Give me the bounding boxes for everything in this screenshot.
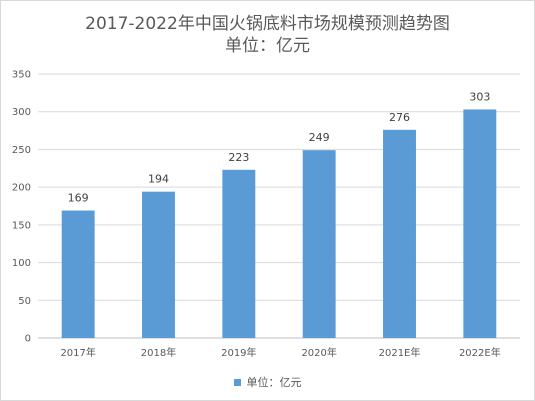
- y-tick-label: 150: [12, 220, 31, 231]
- y-tick-label: 100: [12, 258, 31, 269]
- x-tick-label: 2022E年: [459, 346, 501, 359]
- chart-title: 2017-2022年中国火锅底料市场规模预测趋势图: [85, 14, 450, 34]
- legend-swatch: [233, 378, 241, 386]
- bar: [383, 129, 416, 338]
- bar: [463, 109, 497, 338]
- y-tick-label: 200: [12, 183, 31, 194]
- bar: [142, 191, 175, 338]
- bar-value-label: 276: [389, 111, 410, 124]
- x-tick-label: 2017年: [60, 346, 95, 359]
- y-tick-label: 0: [25, 334, 31, 345]
- bar-value-label: 194: [148, 173, 169, 186]
- x-tick-label: 2020年: [301, 346, 336, 359]
- bar: [302, 150, 336, 338]
- x-tick-label: 2021E年: [379, 346, 421, 359]
- y-tick-label: 250: [12, 145, 31, 156]
- y-tick-label: 50: [18, 296, 31, 307]
- y-tick-label: 300: [12, 107, 31, 118]
- bar-value-label: 249: [309, 131, 330, 144]
- y-tick-label: 350: [12, 70, 31, 81]
- legend-label: 单位：亿元: [246, 376, 302, 389]
- bar-value-label: 223: [228, 151, 249, 164]
- x-tick-label: 2019年: [221, 346, 256, 359]
- bar: [222, 169, 256, 338]
- bar-value-label: 169: [68, 192, 89, 205]
- legend: 单位：亿元: [0, 374, 535, 390]
- bar: [61, 210, 95, 338]
- chart-subtitle: 单位：亿元: [225, 36, 310, 56]
- x-tick-label: 2018年: [141, 346, 176, 359]
- bar-value-label: 303: [469, 90, 490, 103]
